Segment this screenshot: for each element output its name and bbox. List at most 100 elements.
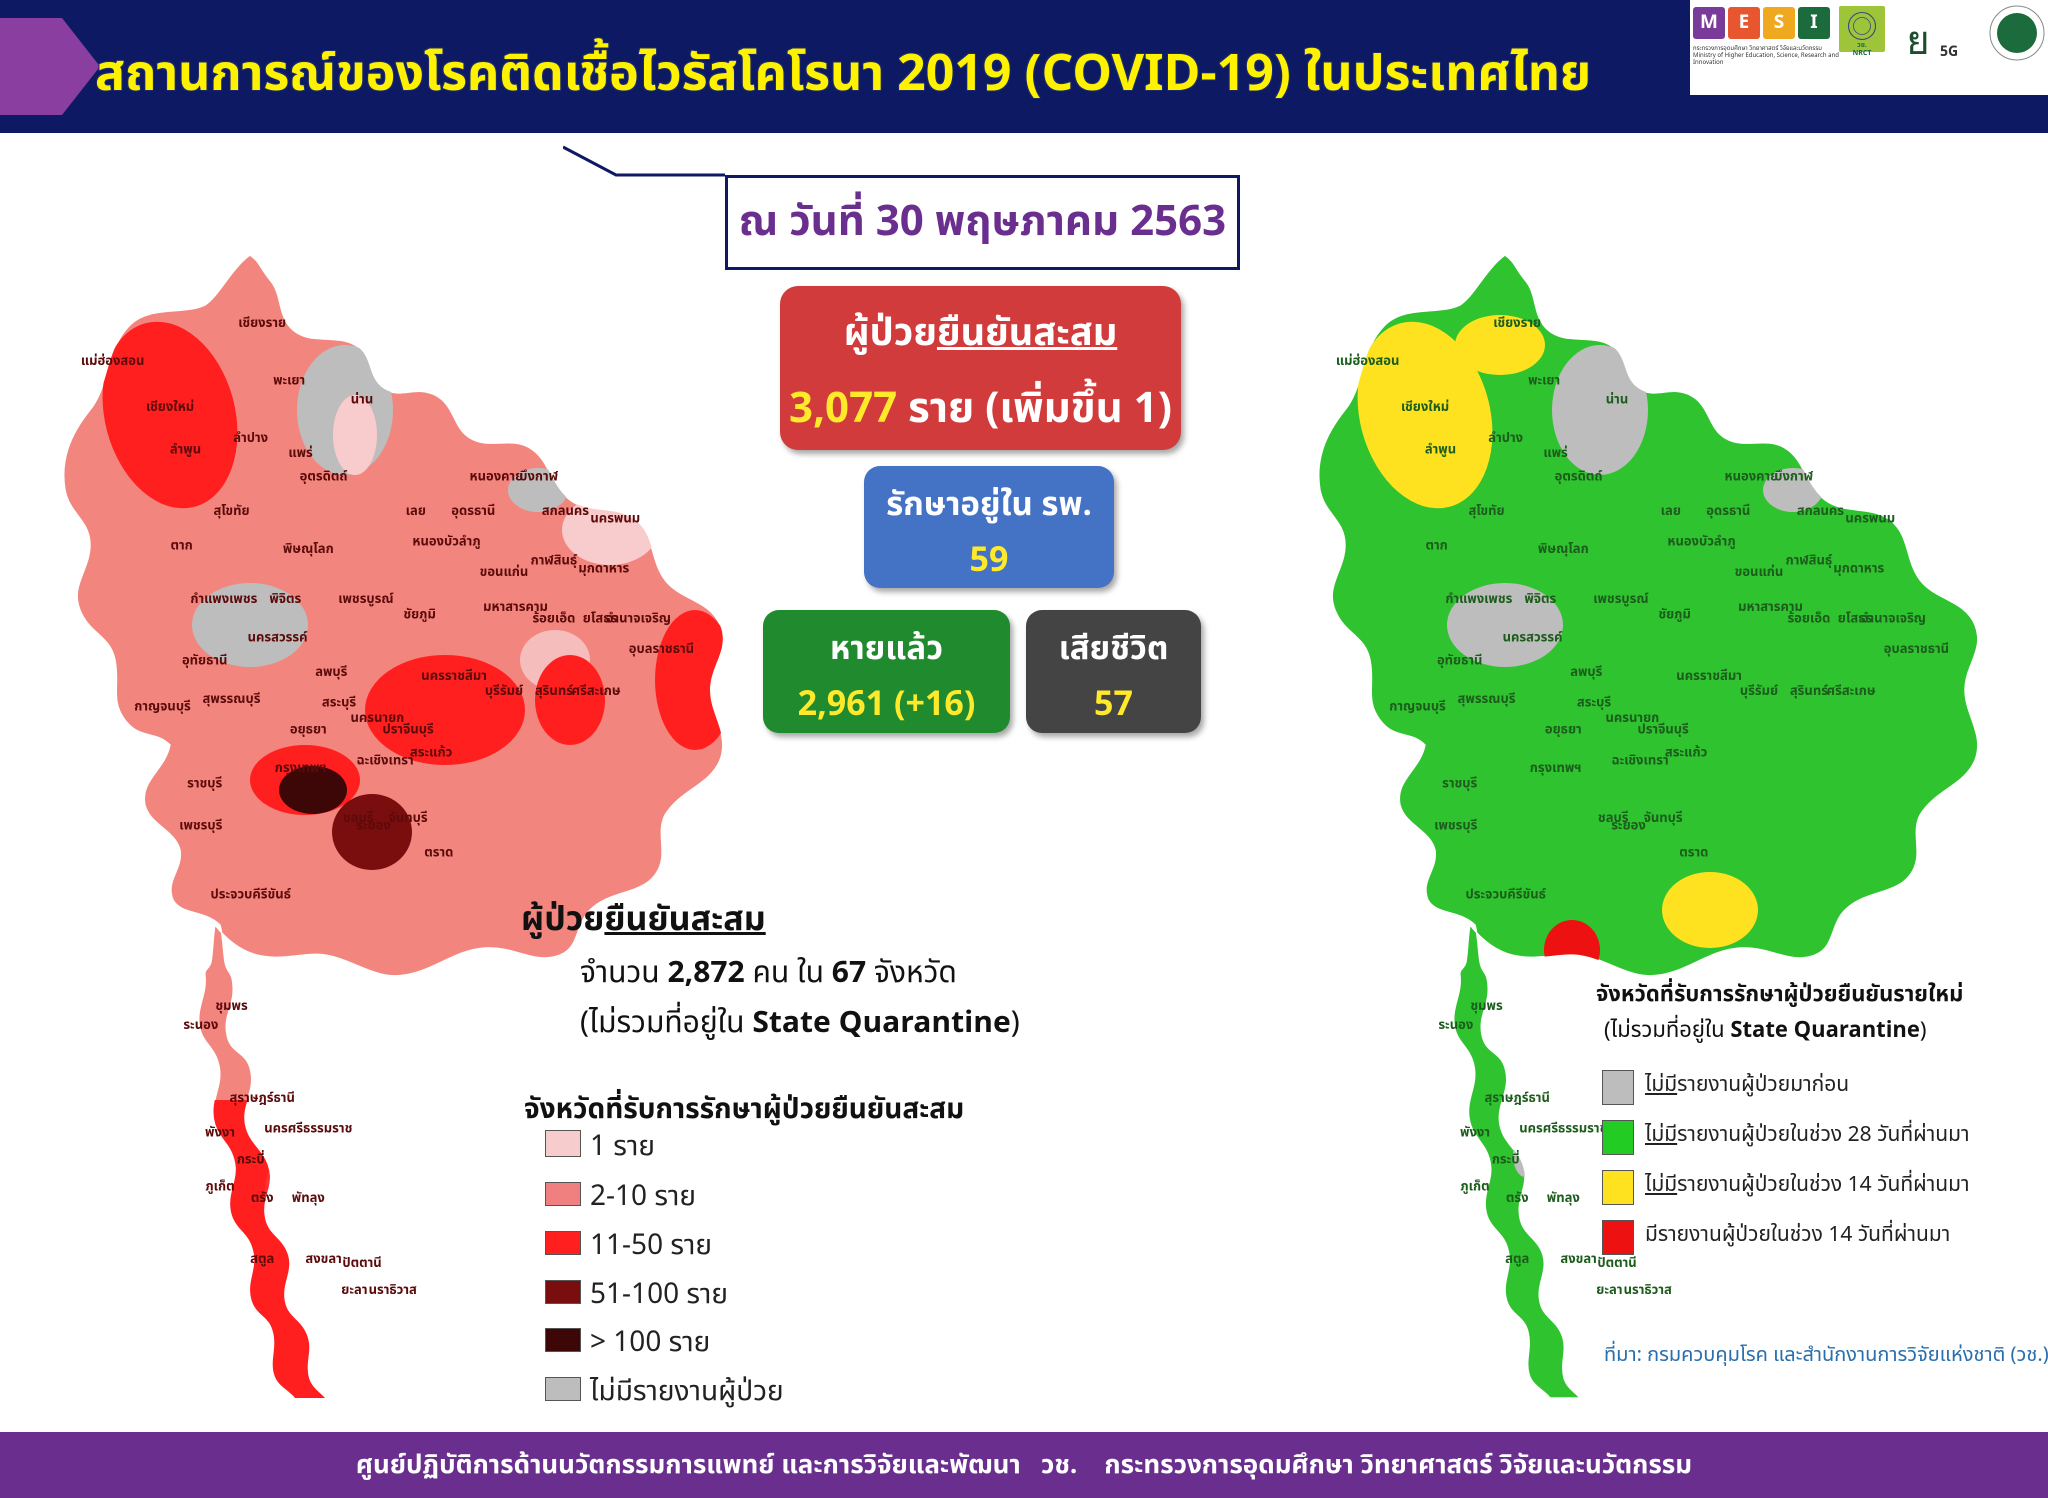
svg-text:ศรีสะเกษ: ศรีสะเกษ — [1827, 681, 1876, 701]
svg-text:ภูเก็ต: ภูเก็ต — [1460, 1176, 1489, 1196]
svg-text:อุดรธานี: อุดรธานี — [451, 501, 495, 521]
svg-text:ขอนแก่น: ขอนแก่น — [480, 562, 529, 582]
svg-text:นครศรีธรรมราช: นครศรีธรรมราช — [264, 1119, 352, 1139]
svg-text:สกลนคร: สกลนคร — [542, 501, 590, 521]
svg-text:ขอนแก่น: ขอนแก่น — [1735, 562, 1784, 582]
svg-text:ตาก: ตาก — [1425, 535, 1447, 555]
svg-text:สุโขทัย: สุโขทัย — [213, 501, 249, 521]
svg-text:พิษณุโลก: พิษณุโลก — [1538, 539, 1589, 559]
svg-text:หนองคาย: หนองคาย — [470, 466, 524, 486]
svg-text:กาญจนบุรี: กาญจนบุรี — [1389, 697, 1446, 717]
svg-text:เพชรบูรณ์: เพชรบูรณ์ — [338, 589, 393, 609]
svg-text:เพชรบุรี: เพชรบุรี — [179, 816, 222, 836]
svg-text:น่าน: น่าน — [1606, 390, 1628, 410]
svg-text:ชัยภูมิ: ชัยภูมิ — [403, 604, 436, 624]
svg-text:พังงา: พังงา — [205, 1123, 235, 1143]
svg-text:ศรีสะเกษ: ศรีสะเกษ — [572, 681, 621, 701]
svg-text:กาฬสินธุ์: กาฬสินธุ์ — [1786, 551, 1833, 571]
svg-text:พะเยา: พะเยา — [273, 370, 305, 390]
svg-text:กระบี่: กระบี่ — [237, 1149, 265, 1169]
svg-text:เลย: เลย — [1661, 501, 1681, 521]
svg-text:ตราด: ตราด — [424, 842, 453, 862]
svg-text:นครราชสีมา: นครราชสีมา — [1676, 666, 1742, 686]
svg-text:อุตรดิตถ์: อุตรดิตถ์ — [300, 466, 348, 486]
svg-text:อยุธยา: อยุธยา — [1545, 720, 1582, 740]
svg-text:พัทลุง: พัทลุง — [1547, 1188, 1580, 1208]
svg-text:อุทัยธานี: อุทัยธานี — [182, 651, 228, 671]
svg-text:อุทัยธานี: อุทัยธานี — [1437, 651, 1483, 671]
svg-text:ระยอง: ระยอง — [356, 816, 391, 836]
svg-text:สตูล: สตูล — [1505, 1249, 1529, 1269]
svg-text:ตรัง: ตรัง — [1506, 1188, 1529, 1208]
svg-text:เพชรบุรี: เพชรบุรี — [1434, 816, 1477, 836]
svg-text:หนองบัวลำภู: หนองบัวลำภู — [1667, 532, 1735, 552]
svg-text:อุตรดิตถ์: อุตรดิตถ์ — [1555, 466, 1603, 486]
svg-text:หนองบัวลำภู: หนองบัวลำภู — [412, 532, 480, 552]
svg-text:ชุมพร: ชุมพร — [215, 996, 248, 1016]
svg-text:ชุมพร: ชุมพร — [1470, 996, 1503, 1016]
svg-text:ฉะเชิงเทรา: ฉะเชิงเทรา — [357, 750, 414, 770]
svg-text:เชียงราย: เชียงราย — [238, 313, 286, 333]
svg-text:นครนายก: นครนายก — [351, 708, 405, 728]
svg-text:ลพบุรี: ลพบุรี — [1570, 662, 1602, 682]
svg-text:ชัยภูมิ: ชัยภูมิ — [1658, 604, 1691, 624]
svg-text:เชียงราย: เชียงราย — [1493, 313, 1541, 333]
svg-text:นครศรีธรรมราช: นครศรีธรรมราช — [1519, 1119, 1607, 1139]
svg-text:ตรัง: ตรัง — [251, 1188, 274, 1208]
svg-text:สระแก้ว: สระแก้ว — [410, 743, 453, 763]
svg-text:นครพนม: นครพนม — [590, 509, 640, 529]
svg-text:อุบลราชธานี: อุบลราชธานี — [1884, 639, 1949, 659]
svg-text:ราชบุรี: ราชบุรี — [1442, 773, 1477, 793]
svg-text:พะเยา: พะเยา — [1528, 370, 1560, 390]
svg-text:ตาก: ตาก — [170, 535, 192, 555]
svg-text:ฉะเชิงเทรา: ฉะเชิงเทรา — [1612, 750, 1669, 770]
svg-text:ร้อยเอ็ด: ร้อยเอ็ด — [1787, 608, 1830, 628]
svg-text:เชียงใหม่: เชียงใหม่ — [146, 397, 194, 417]
svg-text:สระแก้ว: สระแก้ว — [1665, 743, 1708, 763]
svg-text:ภูเก็ต: ภูเก็ต — [205, 1176, 234, 1196]
svg-text:ร้อยเอ็ด: ร้อยเอ็ด — [532, 608, 575, 628]
svg-text:กรุงเทพฯ: กรุงเทพฯ — [275, 758, 327, 778]
svg-text:ประจวบคีรีขันธ์: ประจวบคีรีขันธ์ — [211, 885, 292, 905]
svg-text:บึงกาฬ: บึงกาฬ — [1774, 466, 1813, 486]
svg-text:เลย: เลย — [406, 501, 426, 521]
svg-text:ระนอง: ระนอง — [1438, 1015, 1473, 1035]
svg-text:อุบลราชธานี: อุบลราชธานี — [629, 639, 694, 659]
svg-text:นครนายก: นครนายก — [1606, 708, 1660, 728]
svg-text:กระบี่: กระบี่ — [1492, 1149, 1520, 1169]
svg-text:ประจวบคีรีขันธ์: ประจวบคีรีขันธ์ — [1466, 885, 1547, 905]
svg-text:อำนาจเจริญ: อำนาจเจริญ — [606, 608, 671, 628]
svg-text:ยะลา: ยะลา — [1596, 1280, 1622, 1300]
svg-text:ระยอง: ระยอง — [1611, 816, 1646, 836]
svg-text:นครพนม: นครพนม — [1845, 509, 1895, 529]
svg-text:พิษณุโลก: พิษณุโลก — [283, 539, 334, 559]
svg-text:กำแพงเพชร: กำแพงเพชร — [190, 589, 257, 609]
svg-text:มุกดาหาร: มุกดาหาร — [1833, 558, 1884, 578]
svg-text:จันทบุรี: จันทบุรี — [1644, 808, 1683, 828]
svg-text:พิจิตร: พิจิตร — [1524, 589, 1556, 609]
svg-text:บุรีรัมย์: บุรีรัมย์ — [1740, 681, 1778, 701]
svg-text:นครสวรรค์: นครสวรรค์ — [1503, 628, 1563, 648]
svg-text:แพร่: แพร่ — [288, 443, 313, 463]
svg-text:ราชบุรี: ราชบุรี — [187, 773, 222, 793]
svg-text:นครราชสีมา: นครราชสีมา — [421, 666, 487, 686]
svg-text:จันทบุรี: จันทบุรี — [389, 808, 428, 828]
svg-text:สุโขทัย: สุโขทัย — [1468, 501, 1504, 521]
svg-text:กรุงเทพฯ: กรุงเทพฯ — [1530, 758, 1582, 778]
svg-text:สงขลา: สงขลา — [1560, 1249, 1596, 1269]
svg-text:ลำพูน: ลำพูน — [170, 439, 201, 459]
svg-text:ปัตตานี: ปัตตานี — [342, 1253, 381, 1273]
svg-text:พัทลุง: พัทลุง — [292, 1188, 325, 1208]
svg-text:ปัตตานี: ปัตตานี — [1597, 1253, 1636, 1273]
svg-text:กำแพงเพชร: กำแพงเพชร — [1445, 589, 1512, 609]
svg-text:สุราษฎร์ธานี: สุราษฎร์ธานี — [230, 1088, 295, 1108]
svg-text:สตูล: สตูล — [250, 1249, 274, 1269]
svg-text:สุพรรณบุรี: สุพรรณบุรี — [1458, 689, 1516, 709]
svg-text:น่าน: น่าน — [351, 390, 373, 410]
svg-text:กาฬสินธุ์: กาฬสินธุ์ — [531, 551, 578, 571]
svg-text:สงขลา: สงขลา — [305, 1249, 341, 1269]
svg-text:ลำปาง: ลำปาง — [233, 428, 268, 448]
svg-text:แม่ฮ่องสอน: แม่ฮ่องสอน — [81, 351, 145, 371]
svg-text:อุดรธานี: อุดรธานี — [1706, 501, 1750, 521]
svg-text:สุรินทร์: สุรินทร์ — [1790, 681, 1828, 701]
